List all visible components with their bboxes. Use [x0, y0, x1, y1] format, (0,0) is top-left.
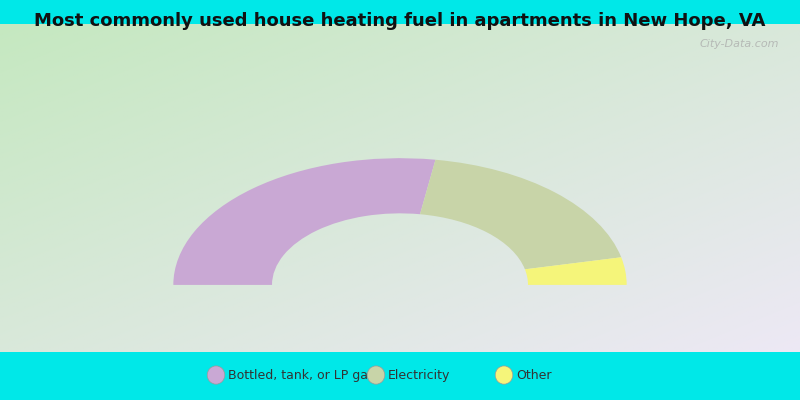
- Wedge shape: [525, 257, 626, 285]
- Ellipse shape: [367, 366, 385, 384]
- Text: City-Data.com: City-Data.com: [699, 39, 778, 49]
- Text: Other: Other: [516, 368, 551, 382]
- Ellipse shape: [207, 366, 225, 384]
- Wedge shape: [174, 158, 435, 285]
- Text: Electricity: Electricity: [388, 368, 450, 382]
- Text: Bottled, tank, or LP gas: Bottled, tank, or LP gas: [228, 368, 374, 382]
- Text: Most commonly used house heating fuel in apartments in New Hope, VA: Most commonly used house heating fuel in…: [34, 12, 766, 30]
- Wedge shape: [420, 160, 622, 269]
- Ellipse shape: [495, 366, 513, 384]
